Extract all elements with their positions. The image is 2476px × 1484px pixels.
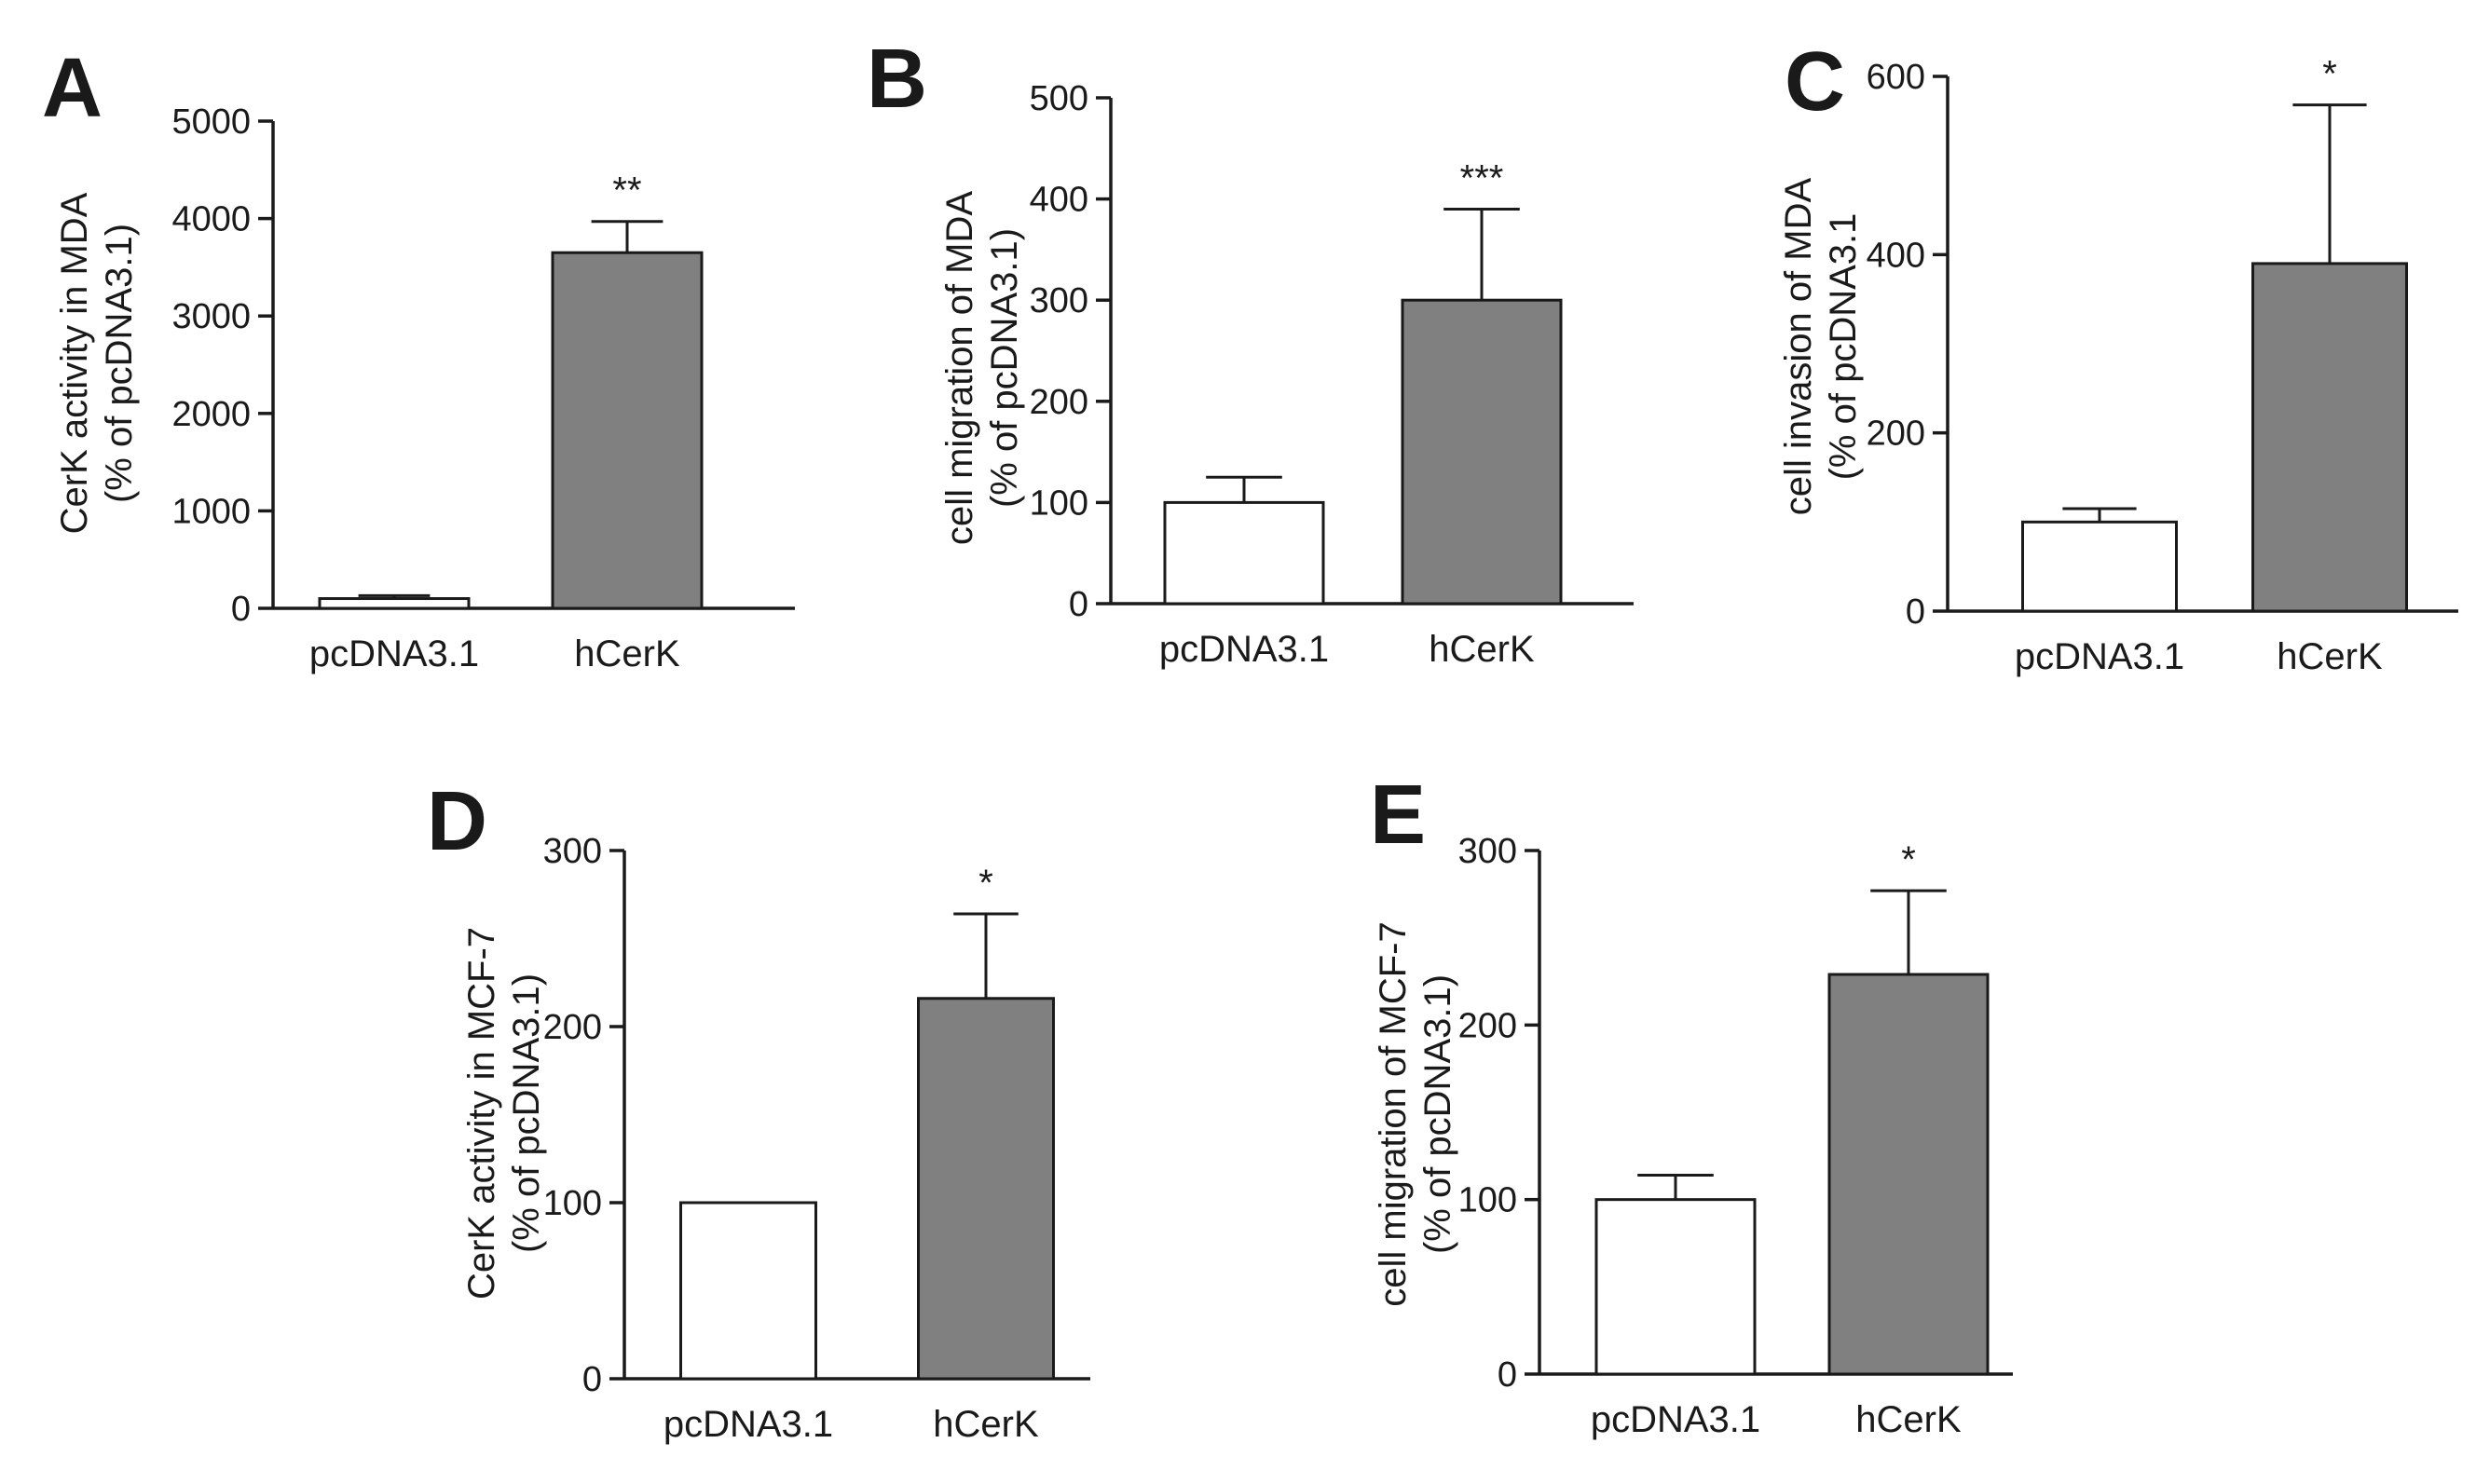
category-label: hCerK <box>1429 629 1535 670</box>
y-tick-label: 200 <box>543 1008 602 1047</box>
y-tick-label: 200 <box>1458 1006 1517 1045</box>
bar-pcdna3-1 <box>1163 500 1325 606</box>
panel-letter: A <box>42 42 103 135</box>
chart-panel-b: B 0 100 200 300 400 500 cell migration of MDA (%… <box>867 33 1634 670</box>
panel-letter: C <box>1785 35 1845 129</box>
bar-hcerk <box>917 997 1055 1381</box>
significance-marker: * <box>1901 839 1916 880</box>
category-label: pcDNA3.1 <box>1591 1399 1760 1440</box>
significance-marker: * <box>978 863 993 904</box>
bar-hcerk <box>551 251 704 610</box>
bar-pcdna3-1 <box>679 1201 817 1381</box>
y-axis-label: cell invasion of MDA (% of pcDNA3.1 <box>1778 178 1864 516</box>
y-tick-label: 0 <box>1906 592 1925 632</box>
y-tick-label: 3000 <box>171 297 251 336</box>
y-tick-label: 100 <box>543 1184 602 1223</box>
y-tick-label: 0 <box>231 590 251 629</box>
y-tick-label: 600 <box>1867 58 1925 97</box>
significance-marker: ** <box>612 170 641 211</box>
y-axis-label-line: (% of pcDNA3.1 <box>1823 213 1864 481</box>
y-tick-label: 4000 <box>171 200 251 239</box>
y-tick-label: 2000 <box>171 395 251 434</box>
y-axis-label-line: CerK activity in MCF-7 <box>461 927 502 1300</box>
y-tick-label: 500 <box>1030 79 1088 118</box>
category-label: hCerK <box>2277 636 2383 677</box>
y-axis-label: cell migration of MDA (% of pcDNA3.1) <box>939 191 1025 545</box>
y-axis-label: CerK activity in MCF-7 (% of pcDNA3.1) <box>461 927 547 1300</box>
category-label: pcDNA3.1 <box>2015 636 2184 677</box>
panel-letter: D <box>427 775 487 868</box>
category-label: hCerK <box>574 633 680 674</box>
y-tick-label: 100 <box>1458 1181 1517 1220</box>
y-axis-label-line: (% of pcDNA3.1) <box>984 228 1025 508</box>
chart-panel-d: D 0 100 200 300 CerK activity in MCF-7 (% of p… <box>427 775 1090 1445</box>
chart-panel-c: C 0 200 400 600 cell invasion of MDA (% of pcD… <box>1778 35 2458 677</box>
category-label: hCerK <box>1855 1399 1962 1440</box>
chart-panel-a: A 0 1000 2000 3000 4000 5000 CerK activity in M… <box>42 42 795 674</box>
panel-letter: B <box>867 33 927 126</box>
significance-marker: *** <box>1460 157 1504 198</box>
bar-hcerk <box>2251 262 2408 613</box>
y-axis-label-line: (% of pcDNA3.1) <box>1417 974 1458 1254</box>
bar-hcerk <box>1827 973 1990 1376</box>
y-axis-label-line: cell invasion of MDA <box>1778 178 1819 516</box>
y-axis-label: cell migration of MCF-7 (% of pcDNA3.1) <box>1373 921 1458 1306</box>
y-tick-label: 300 <box>1030 281 1088 320</box>
y-tick-label: 400 <box>1867 236 1925 275</box>
y-tick-label: 200 <box>1030 383 1088 422</box>
y-tick-label: 400 <box>1030 181 1088 220</box>
bar-pcdna3-1 <box>2021 520 2178 613</box>
category-label: hCerK <box>933 1404 1039 1445</box>
y-tick-label: 0 <box>582 1360 602 1399</box>
bar-pcdna3-1 <box>318 597 471 610</box>
panel-letter: E <box>1370 769 1426 862</box>
y-tick-label: 200 <box>1867 415 1925 454</box>
bar-hcerk <box>1401 298 1563 606</box>
y-tick-label: 1000 <box>171 492 251 531</box>
y-tick-label: 0 <box>1069 585 1088 624</box>
category-label: pcDNA3.1 <box>309 633 479 674</box>
y-axis-label-line: (% of pcDNA3.1) <box>506 973 547 1253</box>
y-tick-label: 0 <box>1498 1355 1517 1395</box>
y-axis-label-line: cell migration of MCF-7 <box>1373 921 1414 1306</box>
y-tick-label: 300 <box>1458 832 1517 871</box>
bar-pcdna3-1 <box>1594 1198 1757 1376</box>
significance-marker: * <box>2322 54 2337 95</box>
y-axis-label-line: (% of pcDNA3.1) <box>99 224 140 503</box>
y-axis-label-line: cell migration of MDA <box>939 191 980 545</box>
y-tick-label: 5000 <box>171 102 251 142</box>
y-tick-label: 300 <box>543 832 602 871</box>
category-label: pcDNA3.1 <box>1159 629 1329 670</box>
y-axis-label: CerK activity in MDA (% of pcDNA3.1) <box>54 192 140 534</box>
y-axis-label-line: CerK activity in MDA <box>54 192 95 534</box>
category-label: pcDNA3.1 <box>663 1404 833 1445</box>
y-tick-label: 100 <box>1030 483 1088 523</box>
chart-panel-e: E 0 100 200 300 cell migration of MCF-7 (% of … <box>1370 769 2013 1440</box>
